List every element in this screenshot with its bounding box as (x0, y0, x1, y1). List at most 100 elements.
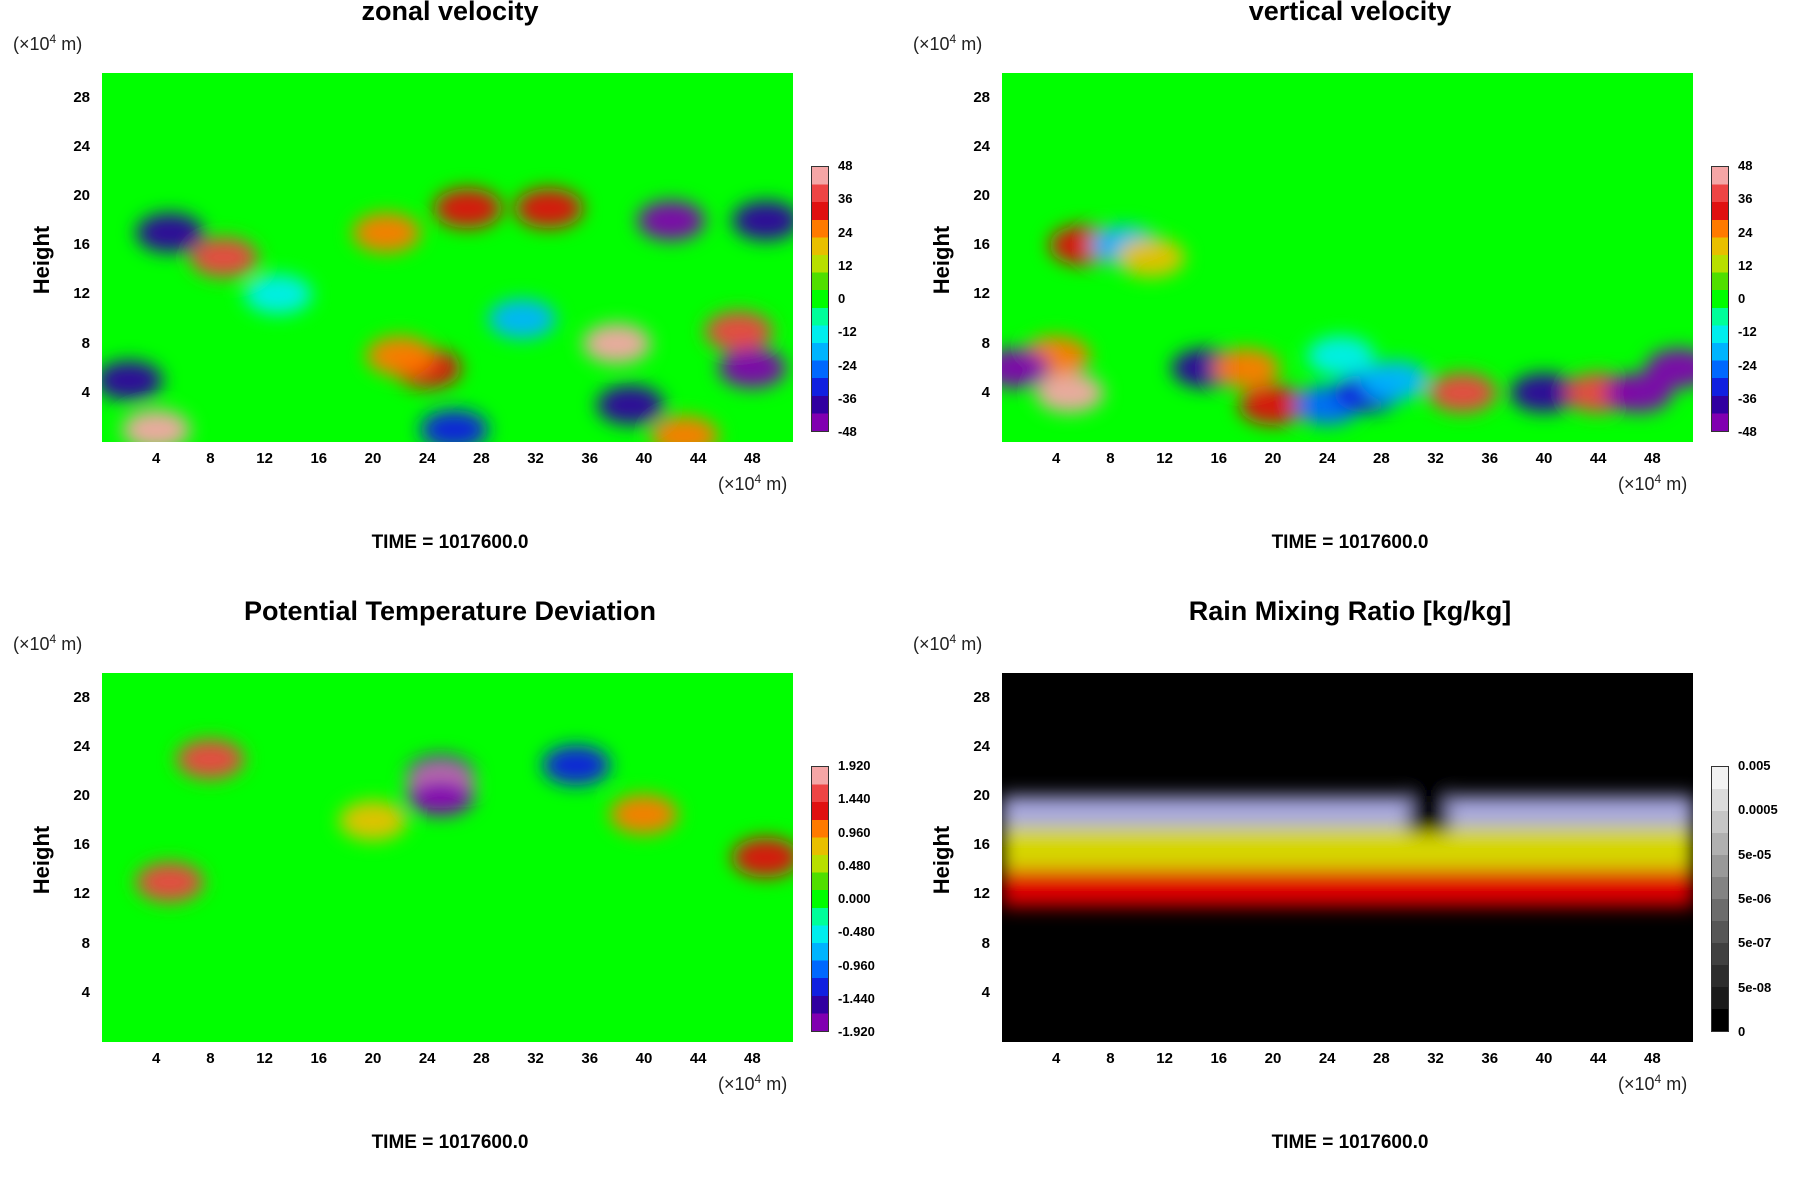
x-tick-label: 32 (1427, 450, 1444, 467)
colorbar-label: 48 (1738, 158, 1753, 173)
heatmap-cell (1645, 348, 1693, 389)
heatmap-cell (135, 212, 204, 253)
colorbar-label: 0.005 (1738, 758, 1771, 773)
colorbar-label: -12 (1738, 324, 1757, 340)
colorbar-label: 0 (1738, 1024, 1746, 1039)
y-tick-label: 8 (981, 934, 990, 952)
unit-prefix: (×10 (718, 1074, 755, 1094)
y-tick-label: 8 (981, 334, 990, 352)
heatmap-cell (102, 360, 164, 401)
colorbar-label: 5e-08 (1738, 979, 1772, 995)
chart-title: Potential Temperature Deviation (243, 596, 657, 626)
x-tick-label: 8 (1106, 1050, 1115, 1067)
y-axis-label: Height (29, 225, 54, 295)
colorbar-label: -0.960 (838, 957, 875, 973)
y-tick-label: 16 (73, 836, 90, 854)
y-axis-unit-label: (×104 m) (913, 32, 982, 55)
y-axis-label: Height (29, 825, 54, 895)
unit-exponent: 4 (49, 632, 57, 646)
y-tick-label: 8 (81, 334, 90, 352)
heatmap-plot-area (102, 73, 793, 442)
rain-gap (1408, 789, 1450, 833)
heatmap-cell (488, 299, 557, 339)
y-tick-label: 16 (973, 236, 990, 254)
heatmap-cell (406, 776, 475, 816)
x-tick-label: 4 (1052, 1050, 1061, 1067)
panel-rain-mixing-ratio: Rain Mixing Ratio [kg/kg] (×104 m) (×104 m… (900, 596, 1800, 1200)
x-tick-label: 16 (1210, 450, 1228, 467)
unit-exponent: 4 (949, 32, 957, 46)
x-tick-label: 4 (1052, 450, 1061, 467)
heatmap-cell (1604, 372, 1673, 413)
colorbar-label: -1.920 (838, 1024, 875, 1039)
colorbar-label: 0.0005 (1738, 802, 1778, 818)
y-tick-label: 24 (73, 137, 90, 155)
y-axis-label: Height (929, 225, 954, 295)
y-tick-label: 20 (73, 187, 90, 204)
x-tick-label: 36 (1481, 1050, 1499, 1067)
heatmap-cell (244, 274, 313, 315)
colorbar-label: -24 (1738, 357, 1757, 373)
colorbar-label: 0.480 (838, 857, 871, 873)
rain-layer (1002, 826, 1693, 870)
x-tick-label: 24 (418, 1050, 436, 1067)
y-tick-label: 16 (973, 836, 990, 854)
chart-title: Rain Mixing Ratio [kg/kg] (1188, 596, 1512, 626)
heatmap-cell (650, 415, 719, 442)
x-tick-label: 12 (256, 1050, 273, 1067)
x-tick-label: 16 (310, 1050, 328, 1067)
y-tick-label: 12 (973, 885, 990, 903)
rain-layer (1002, 869, 1693, 907)
colorbar-label: 48 (838, 158, 853, 173)
colorbar-label: 0 (838, 291, 846, 306)
x-tick-label: 12 (256, 450, 273, 467)
x-tick-label: 36 (581, 1050, 599, 1067)
heatmap-cell (731, 837, 793, 878)
colorbar-label: -36 (1738, 390, 1757, 406)
y-tick-label: 24 (973, 737, 990, 755)
colorbar (1711, 166, 1729, 432)
x-axis-unit-label: (×104 m) (1618, 472, 1687, 495)
chart-title: vertical velocity (1248, 0, 1452, 26)
x-tick-label: 28 (1373, 1050, 1390, 1067)
colorbar-label: 0 (1738, 291, 1746, 306)
x-tick-label: 20 (364, 450, 382, 467)
x-tick-label: 12 (1156, 450, 1173, 467)
heatmap-cell (135, 862, 204, 903)
colorbar-label: 0.960 (838, 824, 871, 840)
colorbar-label: -48 (1738, 424, 1757, 439)
x-tick-label: 44 (1589, 1050, 1607, 1067)
colorbar-label: -36 (838, 390, 857, 406)
x-tick-label: 36 (581, 450, 599, 467)
heatmap-cell (1306, 335, 1375, 376)
colorbar-label: 24 (1738, 224, 1753, 240)
colorbar (811, 166, 829, 432)
y-tick-label: 12 (73, 285, 90, 303)
chart-title: zonal velocity (361, 0, 539, 26)
heatmap-cell (176, 739, 245, 780)
heatmap-cell (1035, 372, 1104, 413)
heatmap-cell (1211, 348, 1280, 389)
x-tick-label: 24 (1318, 1050, 1336, 1067)
x-tick-label: 28 (473, 450, 490, 467)
unit-suffix: m) (56, 634, 83, 654)
y-tick-label: 20 (73, 787, 90, 804)
colorbar-label: 5e-07 (1738, 935, 1772, 951)
unit-prefix: (×10 (913, 634, 950, 654)
time-label: TIME = 1017600.0 (1271, 1132, 1429, 1153)
x-tick-label: 12 (1156, 1050, 1173, 1067)
heatmap-cell (352, 212, 421, 253)
unit-exponent: 4 (49, 32, 57, 46)
colorbar (811, 766, 829, 1032)
y-tick-label: 4 (81, 383, 90, 401)
colorbar (1711, 766, 1729, 1032)
colorbar-label: -0.480 (838, 924, 875, 940)
heatmap-svg (102, 73, 793, 442)
unit-suffix: m) (761, 1074, 788, 1094)
x-tick-label: 28 (1373, 450, 1390, 467)
heatmap-cell (704, 311, 773, 352)
x-tick-label: 24 (418, 450, 436, 467)
colorbar-label: -48 (838, 424, 857, 439)
y-tick-label: 20 (973, 787, 990, 804)
unit-suffix: m) (1661, 1074, 1688, 1094)
